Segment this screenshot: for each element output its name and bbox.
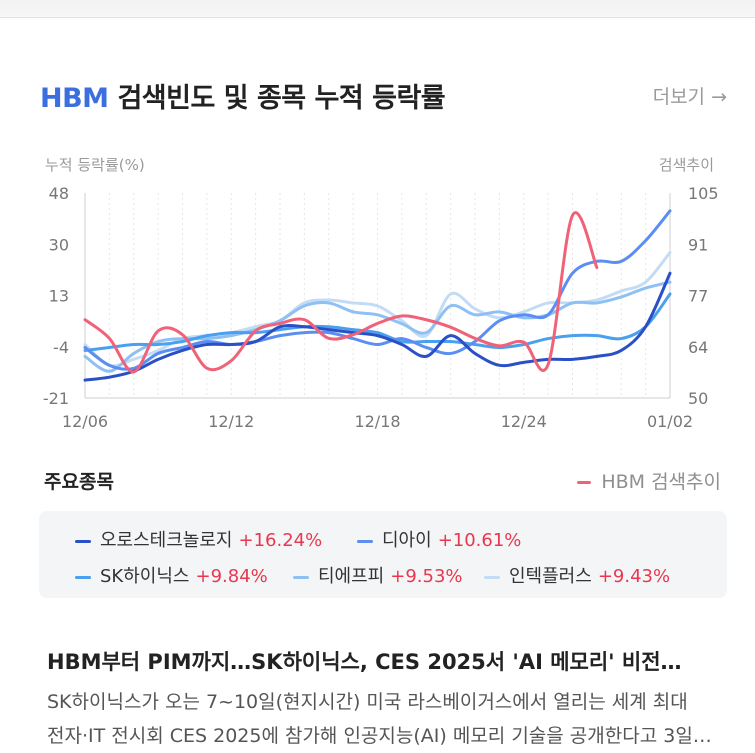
title-highlight: HBM [40,83,109,114]
stock-change: +9.43% [597,566,671,587]
stock-change: +10.61% [437,530,522,551]
series-line-6 [83,211,599,374]
stock-swatch [75,575,91,579]
title-text: 검색빈도 및 종목 누적 등락률 [117,83,446,114]
page-title: HBM 검색빈도 및 종목 누적 등락률 [40,76,446,115]
stocks-legend-box: 오로스테크놀로지 +16.24% 디아이 +10.61% SK하이닉스 +9.84% … [39,511,727,598]
x-tick-label: 12/24 [501,412,547,431]
chart-svg: 누적 등락률(%) 검색추이 48 30 13 -4 -21 105 91 77 64 50 12/06… [43,156,719,431]
news-body-line: SK하이닉스가 오는 7~10일(현지시간) 미국 라스베이거스에서 열리는 세… [47,691,688,713]
y-right-tick-label: 91 [688,235,708,254]
stock-item[interactable]: 인텍플러스 +9.43% [484,562,670,588]
x-tick-label: 12/06 [62,412,108,431]
y-right-tick-label: 64 [688,338,708,357]
stock-swatch [357,539,373,543]
stock-item[interactable]: SK하이닉스 +9.84% [75,562,268,588]
y-left-tick-label: -21 [43,389,69,408]
x-tick-label: 12/18 [354,412,400,431]
stock-name: 티에프피 [318,566,385,587]
stock-swatch [484,575,500,579]
stock-name: SK하이닉스 [100,566,190,587]
section-label: 주요종목 [44,471,114,493]
stock-change: +9.84% [195,566,268,587]
stock-item[interactable]: 디아이 +10.61% [357,526,521,552]
stock-change: +16.24% [238,530,323,551]
stock-name: 디아이 [382,530,432,551]
more-link[interactable]: 더보기 → [652,86,727,108]
stock-item[interactable]: 티에프피 +9.53% [293,562,463,588]
series-line-1 [83,271,672,382]
y-left-tick-label: -4 [53,338,69,357]
y-right-axis-label: 검색추이 [659,156,714,174]
stock-name: 오로스테크놀로지 [100,530,233,551]
series-line-4 [83,280,672,373]
y-right-tick-label: 77 [688,287,708,306]
x-tick-label: 12/12 [208,412,254,431]
x-tick-label: 01/02 [647,412,693,431]
y-left-tick-label: 30 [49,235,69,254]
stock-swatch [293,575,309,579]
news-body[interactable]: SK하이닉스가 오는 7~10일(현지시간) 미국 라스베이거스에서 열리는 세… [47,685,737,753]
top-bar [0,0,755,18]
y-right-tick-label: 50 [688,389,708,408]
news-title[interactable]: HBM부터 PIM까지…SK하이닉스, CES 2025서 'AI 메모리' 비… [47,650,682,674]
search-trend-legend-swatch [577,481,592,484]
y-left-tick-label: 48 [49,184,69,203]
news-body-line: 전자·IT 전시회 CES 2025에 참가해 인공지능(AI) 메모리 기술을… [47,725,712,747]
series-line-3 [83,292,672,352]
y-right-tick-label: 105 [688,184,719,203]
stock-name: 인텍플러스 [509,566,592,587]
y-left-axis-label: 누적 등락률(%) [45,156,145,174]
search-trend-legend: HBM 검색추이 [577,467,721,494]
search-trend-legend-label: HBM 검색추이 [601,471,721,493]
stock-item[interactable]: 오로스테크놀로지 +16.24% [75,526,322,552]
cumulative-change-chart: 누적 등락률(%) 검색추이 48 30 13 -4 -21 105 91 77 64 50 12/06… [0,148,755,438]
series-line-2 [83,209,672,371]
stock-swatch [75,539,91,543]
y-left-tick-label: 13 [49,287,69,306]
stock-change: +9.53% [390,566,463,587]
